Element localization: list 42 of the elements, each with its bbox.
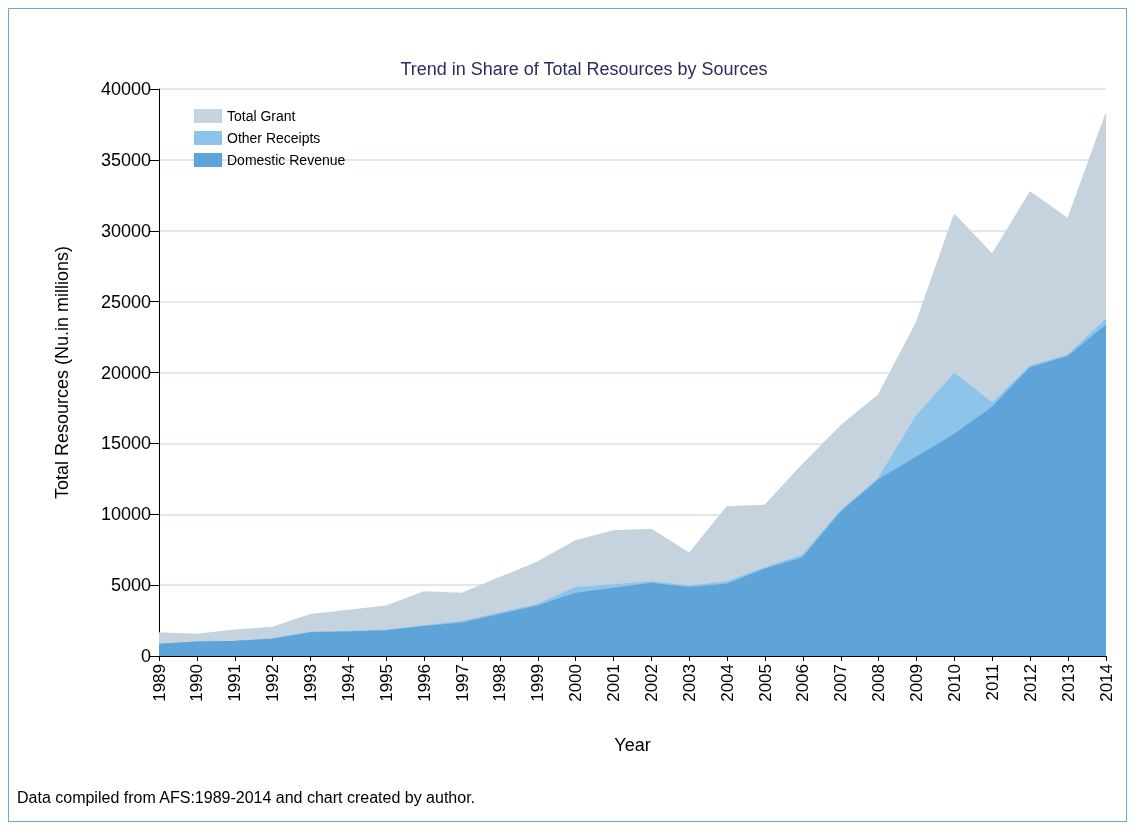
y-tick-label: 25000 [100,291,151,312]
x-tick-label: 1996 [414,664,434,702]
y-tick-label: 40000 [100,79,151,99]
x-tick-label: 1993 [301,664,321,702]
y-tick-label: 10000 [100,504,151,525]
y-tick-label: 20000 [100,362,151,383]
y-tick-label: 0 [140,646,151,666]
legend-label: Domestic Revenue [227,152,346,168]
x-tick-label: 1992 [263,664,283,702]
x-axis-title: Year [614,735,651,755]
x-tick-label: 2005 [755,664,775,702]
x-tick-label: 2001 [604,664,624,702]
y-tick-label: 35000 [100,149,151,170]
x-tick-label: 2014 [1096,664,1116,702]
x-tick-label: 1990 [187,664,207,702]
x-tick-label: 1999 [528,664,548,702]
x-tick-label: 2009 [907,664,927,702]
x-tick-label: 2008 [869,664,889,702]
x-tick-label: 1991 [225,664,245,702]
x-tick-label: 1994 [338,664,358,702]
x-tick-label: 2011 [982,664,1002,701]
x-tick-label: 2007 [831,664,851,702]
x-tick-label: 2000 [566,664,586,702]
legend-label: Other Receipts [227,130,321,146]
x-tick-label: 2006 [793,664,813,702]
x-tick-label: 2013 [1058,664,1078,702]
y-tick-label: 30000 [100,220,151,241]
y-axis-title: Total Resources (Nu.in millions) [52,245,72,500]
chart-title: Trend in Share of Total Resources by Sources [400,59,768,79]
legend-label: Total Grant [227,108,296,124]
x-tick-label: 2003 [679,664,699,702]
x-tick-label: 1997 [452,664,472,702]
x-tick-label: 2010 [944,664,964,702]
text: Data compiled from AFS:1989-2014 and chart created by author. [17,788,476,806]
x-tick-label: 2004 [717,664,737,702]
y-tick-label: 5000 [110,575,151,596]
x-tick-label: 1995 [376,664,396,702]
x-tick-label: 2002 [641,664,661,702]
y-tick-label: 15000 [100,433,151,454]
x-tick-label: 1998 [490,664,510,702]
x-tick-label: 2012 [1020,664,1040,702]
x-tick-label: 1989 [149,664,169,702]
